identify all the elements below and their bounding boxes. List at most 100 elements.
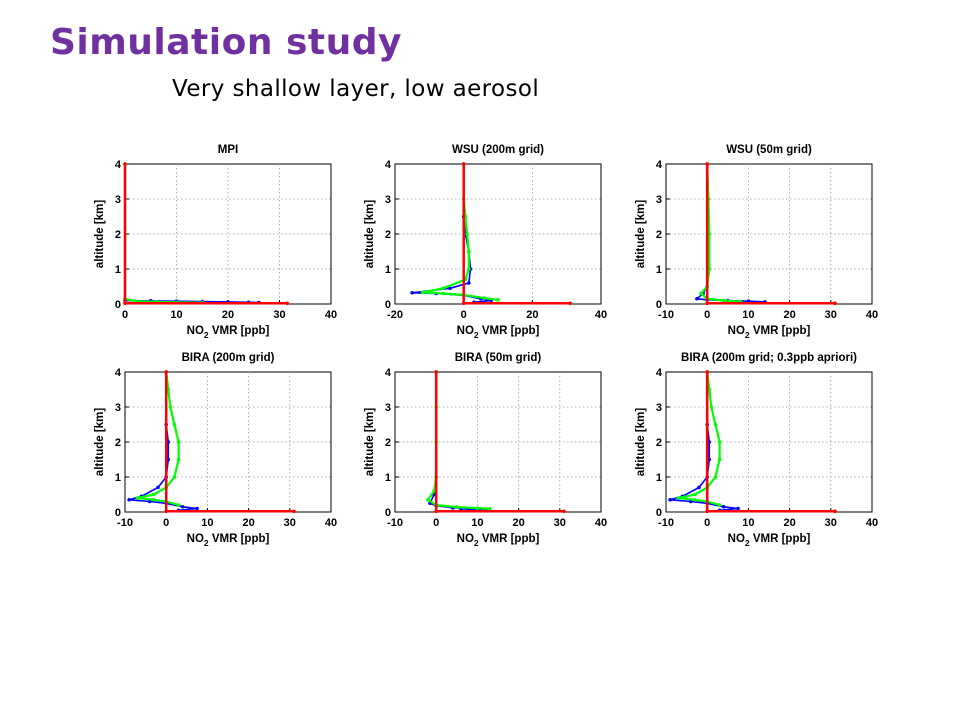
y-tick-label: 4 bbox=[656, 159, 663, 171]
panel-title: BIRA (50m grid) bbox=[455, 352, 542, 364]
series-point-2 bbox=[717, 503, 722, 507]
series-point-3 bbox=[434, 370, 439, 374]
y-tick-label: 1 bbox=[115, 472, 121, 484]
series-point-1 bbox=[410, 291, 414, 295]
y-tick-label: 3 bbox=[115, 194, 121, 206]
series-point-2 bbox=[465, 232, 469, 236]
x-tick-label: 10 bbox=[742, 309, 754, 321]
series-point-2 bbox=[467, 267, 471, 271]
y-tick-label: 0 bbox=[656, 507, 662, 519]
y-axis-label: altitude [km] bbox=[364, 408, 376, 477]
series-point-3 bbox=[562, 509, 566, 514]
y-tick-label: 3 bbox=[385, 402, 391, 414]
y-axis-label: altitude [km] bbox=[94, 408, 106, 477]
y-tick-label: 2 bbox=[115, 437, 121, 449]
series-point-1 bbox=[736, 506, 740, 511]
y-tick-label: 2 bbox=[656, 437, 662, 449]
series-point-2 bbox=[176, 503, 181, 507]
series-point-3 bbox=[461, 301, 466, 306]
x-axis-label: NO2 VMR [ppb] bbox=[457, 325, 540, 340]
x-tick-label: 0 bbox=[704, 309, 710, 321]
plot-frame bbox=[394, 163, 602, 305]
x-tick-label: 40 bbox=[866, 309, 878, 321]
series-point-2 bbox=[168, 405, 173, 409]
series-point-3 bbox=[123, 162, 127, 166]
x-tick-label: -10 bbox=[387, 517, 403, 529]
x-tick-label: 40 bbox=[595, 309, 607, 321]
x-tick-label: 10 bbox=[201, 517, 213, 529]
series-point-1 bbox=[147, 499, 152, 504]
series-point-1 bbox=[695, 296, 699, 301]
slide-title: Simulation study bbox=[50, 22, 402, 63]
y-tick-label: 0 bbox=[385, 299, 391, 311]
series-point-2 bbox=[152, 492, 156, 497]
series-point-1 bbox=[195, 506, 199, 511]
x-tick-label: 10 bbox=[742, 517, 754, 529]
series-point-2 bbox=[172, 475, 177, 479]
x-axis-label: NO2 VMR [ppb] bbox=[728, 533, 811, 548]
x-tick-label: -10 bbox=[658, 517, 674, 529]
series-point-2 bbox=[717, 440, 722, 444]
panel-title: WSU (200m grid) bbox=[452, 144, 544, 156]
series-point-3 bbox=[292, 509, 296, 514]
panel-title: WSU (50m grid) bbox=[726, 144, 812, 156]
series-point-2 bbox=[713, 475, 718, 479]
series-point-3 bbox=[434, 509, 439, 514]
panel-title: MPI bbox=[218, 144, 238, 156]
y-tick-label: 4 bbox=[656, 367, 663, 379]
series-point-2 bbox=[713, 422, 718, 427]
series-point-3 bbox=[705, 370, 709, 374]
y-tick-label: 0 bbox=[115, 507, 121, 519]
series-point-2 bbox=[717, 457, 722, 462]
y-tick-label: 2 bbox=[385, 437, 391, 449]
series-point-3 bbox=[705, 301, 709, 306]
series-point-2 bbox=[676, 496, 681, 500]
series-point-3 bbox=[833, 509, 837, 514]
x-tick-label: -20 bbox=[387, 309, 403, 321]
series-point-2 bbox=[176, 440, 181, 444]
y-axis-label: altitude [km] bbox=[94, 200, 106, 269]
series-point-3 bbox=[705, 509, 709, 514]
x-tick-label: 30 bbox=[273, 309, 285, 321]
x-tick-label: 20 bbox=[512, 517, 524, 529]
x-tick-label: -10 bbox=[117, 517, 133, 529]
series-point-2 bbox=[482, 296, 487, 300]
series-point-2 bbox=[721, 298, 726, 303]
x-tick-label: 40 bbox=[325, 309, 337, 321]
series-point-3 bbox=[285, 301, 290, 306]
panel-title: BIRA (200m grid) bbox=[182, 352, 275, 364]
x-axis-label: NO2 VMR [ppb] bbox=[457, 533, 540, 548]
chart-panel-1: 0 10 20 30 40 0 1 2 3 4 MPI NO2 VMR [ppb] altitude [… bbox=[94, 144, 337, 340]
y-tick-label: 3 bbox=[656, 194, 662, 206]
series-point-2 bbox=[699, 291, 703, 296]
y-axis-label: altitude [km] bbox=[635, 200, 647, 269]
x-tick-label: 10 bbox=[170, 309, 182, 321]
y-axis-label: altitude [km] bbox=[364, 200, 376, 269]
x-tick-label: -10 bbox=[658, 309, 674, 321]
x-tick-label: 30 bbox=[284, 517, 296, 529]
y-tick-label: 2 bbox=[385, 229, 391, 241]
x-tick-label: 40 bbox=[866, 517, 878, 529]
y-tick-label: 0 bbox=[115, 299, 121, 311]
series-point-3 bbox=[568, 301, 572, 306]
series-point-3 bbox=[164, 509, 168, 514]
y-tick-label: 1 bbox=[385, 264, 391, 276]
series-point-2 bbox=[475, 506, 480, 510]
plot-frame bbox=[665, 163, 873, 305]
y-tick-label: 0 bbox=[656, 299, 662, 311]
series-point-1 bbox=[721, 504, 726, 509]
series-point-1 bbox=[697, 485, 701, 490]
series-point-2 bbox=[176, 457, 181, 462]
series-point-2 bbox=[467, 249, 471, 254]
series-point-1 bbox=[156, 485, 160, 490]
x-tick-label: 30 bbox=[554, 517, 566, 529]
series-point-1 bbox=[668, 497, 672, 502]
y-tick-label: 4 bbox=[115, 159, 122, 171]
x-tick-label: 20 bbox=[222, 309, 234, 321]
y-tick-label: 3 bbox=[656, 402, 662, 414]
plot-frame bbox=[394, 371, 602, 513]
x-tick-label: 20 bbox=[783, 517, 795, 529]
